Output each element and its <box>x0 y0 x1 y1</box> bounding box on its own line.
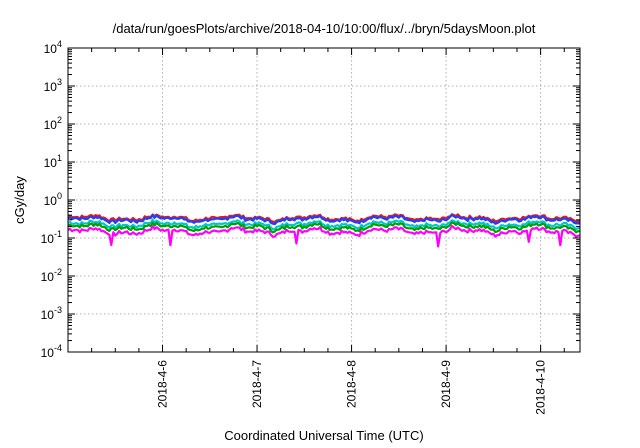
x-tick-label: 2018-4-7 <box>250 360 264 408</box>
series-line <box>67 224 581 248</box>
y-axis: 10-4 10-3 10-2 10-1 100 101 102 103 104 <box>41 39 580 360</box>
x-tick-label: 2018-4-9 <box>439 360 453 408</box>
y-tick-label: 102 <box>44 115 62 132</box>
y-tick-label: 10-4 <box>41 343 62 360</box>
series-line <box>67 218 581 231</box>
x-tick-label: 2018-4-8 <box>345 360 359 408</box>
y-axis-label: cGy/day <box>12 176 27 224</box>
x-tick-label: 2018-4-6 <box>156 360 170 408</box>
x-axis-label: Coordinated Universal Time (UTC) <box>224 428 423 443</box>
y-tick-label: 104 <box>44 39 62 56</box>
chart-title: /data/run/goesPlots/archive/2018-04-10/1… <box>113 21 536 36</box>
series-line <box>67 213 581 226</box>
y-tick-label: 10-3 <box>41 305 62 322</box>
grid <box>68 48 580 352</box>
x-axis: 2018-4-6 2018-4-7 2018-4-8 2018-4-9 2018-4-1… <box>91 48 565 415</box>
y-tick-label: 103 <box>44 77 62 94</box>
series-line <box>67 221 581 234</box>
x-tick-label: 2018-4-10 <box>534 360 548 415</box>
y-tick-label: 10-2 <box>41 267 62 284</box>
y-tick-label: 100 <box>44 191 62 208</box>
series-group <box>67 213 581 248</box>
y-tick-label: 101 <box>44 153 62 170</box>
y-tick-label: 10-1 <box>41 229 62 246</box>
